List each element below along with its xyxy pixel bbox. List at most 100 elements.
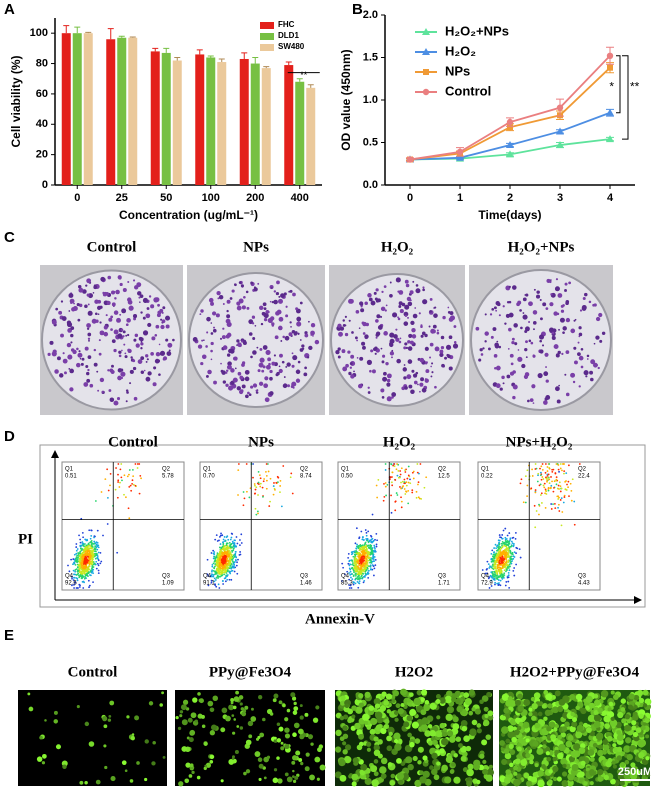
colony	[60, 300, 64, 303]
cell	[316, 777, 320, 781]
colony	[51, 351, 57, 357]
event	[76, 558, 79, 561]
bar	[72, 33, 82, 185]
event	[213, 566, 215, 569]
event	[348, 572, 350, 574]
cell	[298, 758, 303, 762]
cell	[340, 695, 346, 701]
marker	[607, 64, 613, 71]
colony	[495, 383, 501, 389]
colony	[264, 397, 270, 403]
event	[229, 572, 232, 575]
event	[382, 499, 385, 502]
colony	[113, 400, 119, 406]
event	[240, 533, 243, 536]
event	[557, 464, 560, 466]
flow-plot	[61, 461, 185, 591]
cell	[343, 714, 349, 720]
error-bar	[296, 78, 303, 82]
colony	[97, 299, 102, 304]
event	[542, 484, 545, 487]
event	[77, 572, 80, 575]
cell	[334, 746, 342, 753]
event	[95, 567, 98, 570]
event	[221, 534, 224, 537]
event	[86, 539, 89, 542]
colony	[245, 290, 249, 294]
colony	[586, 358, 589, 360]
event	[501, 574, 504, 577]
cell	[547, 703, 553, 709]
event	[364, 562, 367, 565]
colony	[447, 354, 451, 359]
colony	[113, 329, 119, 335]
colony	[70, 301, 73, 304]
cell	[439, 697, 446, 704]
colony	[421, 331, 426, 336]
event	[364, 572, 367, 575]
cell	[486, 691, 492, 698]
event	[78, 560, 81, 563]
colony	[519, 309, 522, 312]
colony	[225, 383, 229, 387]
event	[221, 541, 224, 544]
event	[553, 503, 556, 505]
event	[255, 513, 258, 516]
colony	[111, 364, 114, 368]
event	[221, 580, 224, 582]
cell	[486, 768, 494, 777]
event	[366, 552, 369, 554]
cell	[197, 692, 201, 696]
cell	[307, 734, 314, 740]
cell	[241, 711, 247, 717]
colony	[508, 312, 514, 318]
event	[89, 570, 92, 573]
event	[559, 490, 562, 493]
colony	[216, 290, 221, 296]
colony	[550, 293, 553, 296]
cell	[370, 765, 378, 773]
cell	[435, 698, 441, 704]
colony	[273, 299, 278, 305]
colony	[382, 354, 386, 358]
event	[512, 545, 515, 548]
colony	[405, 283, 410, 288]
colony	[310, 333, 313, 336]
bar	[117, 37, 127, 186]
event	[519, 556, 522, 559]
colony	[108, 389, 112, 392]
colony	[290, 326, 292, 328]
event	[366, 539, 369, 542]
colony	[145, 376, 151, 382]
colony	[448, 366, 453, 371]
event	[519, 482, 522, 485]
cell	[312, 717, 319, 723]
cell	[277, 778, 283, 784]
event	[211, 570, 213, 573]
cell	[292, 732, 297, 738]
colony	[226, 364, 232, 370]
event	[372, 539, 375, 542]
cell	[419, 776, 427, 784]
cell	[397, 779, 404, 785]
event	[513, 567, 516, 569]
event	[488, 587, 491, 589]
event	[566, 483, 568, 486]
event	[352, 574, 355, 577]
plate-image	[187, 265, 325, 415]
colony	[87, 355, 92, 359]
colony	[232, 377, 238, 383]
event	[363, 579, 366, 582]
cell	[53, 710, 58, 715]
colony	[148, 295, 152, 298]
colony	[531, 384, 536, 389]
cell	[379, 766, 387, 774]
cell	[28, 706, 34, 712]
colony	[236, 339, 240, 343]
colony	[145, 360, 148, 363]
event	[237, 494, 239, 496]
event	[91, 565, 94, 567]
event	[265, 470, 267, 473]
colony	[132, 314, 138, 319]
colony	[86, 293, 90, 297]
